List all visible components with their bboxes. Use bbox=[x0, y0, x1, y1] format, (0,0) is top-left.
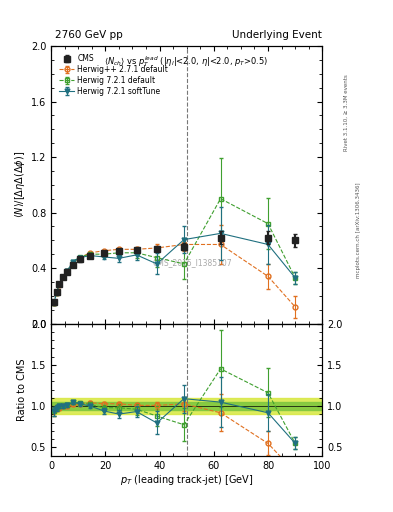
Text: $\langle N_{ch}\rangle$ vs $p_T^{lead}$ ($|\eta_l|$<2.0, $\eta|$<2.0, $p_T$>0.5): $\langle N_{ch}\rangle$ vs $p_T^{lead}$ … bbox=[105, 54, 269, 69]
Legend: CMS, Herwig++ 2.7.1 default, Herwig 7.2.1 default, Herwig 7.2.1 softTune: CMS, Herwig++ 2.7.1 default, Herwig 7.2.… bbox=[58, 53, 170, 97]
Bar bbox=[51, 398, 322, 414]
Y-axis label: Ratio to CMS: Ratio to CMS bbox=[17, 358, 27, 421]
X-axis label: $p_T$ (leading track-jet) [GeV]: $p_T$ (leading track-jet) [GeV] bbox=[120, 473, 253, 487]
Text: Rivet 3.1.10, ≥ 3.3M events: Rivet 3.1.10, ≥ 3.3M events bbox=[344, 74, 349, 151]
Text: Underlying Event: Underlying Event bbox=[232, 30, 322, 40]
Text: CMS_2015_I1385107: CMS_2015_I1385107 bbox=[152, 258, 232, 267]
Text: mcplots.cern.ch [arXiv:1306.3436]: mcplots.cern.ch [arXiv:1306.3436] bbox=[356, 183, 361, 278]
Bar bbox=[51, 402, 322, 410]
Text: 2760 GeV pp: 2760 GeV pp bbox=[55, 30, 123, 40]
Y-axis label: $\langle N \rangle/[\Delta\eta\Delta(\Delta\phi)]$: $\langle N \rangle/[\Delta\eta\Delta(\De… bbox=[13, 151, 27, 219]
